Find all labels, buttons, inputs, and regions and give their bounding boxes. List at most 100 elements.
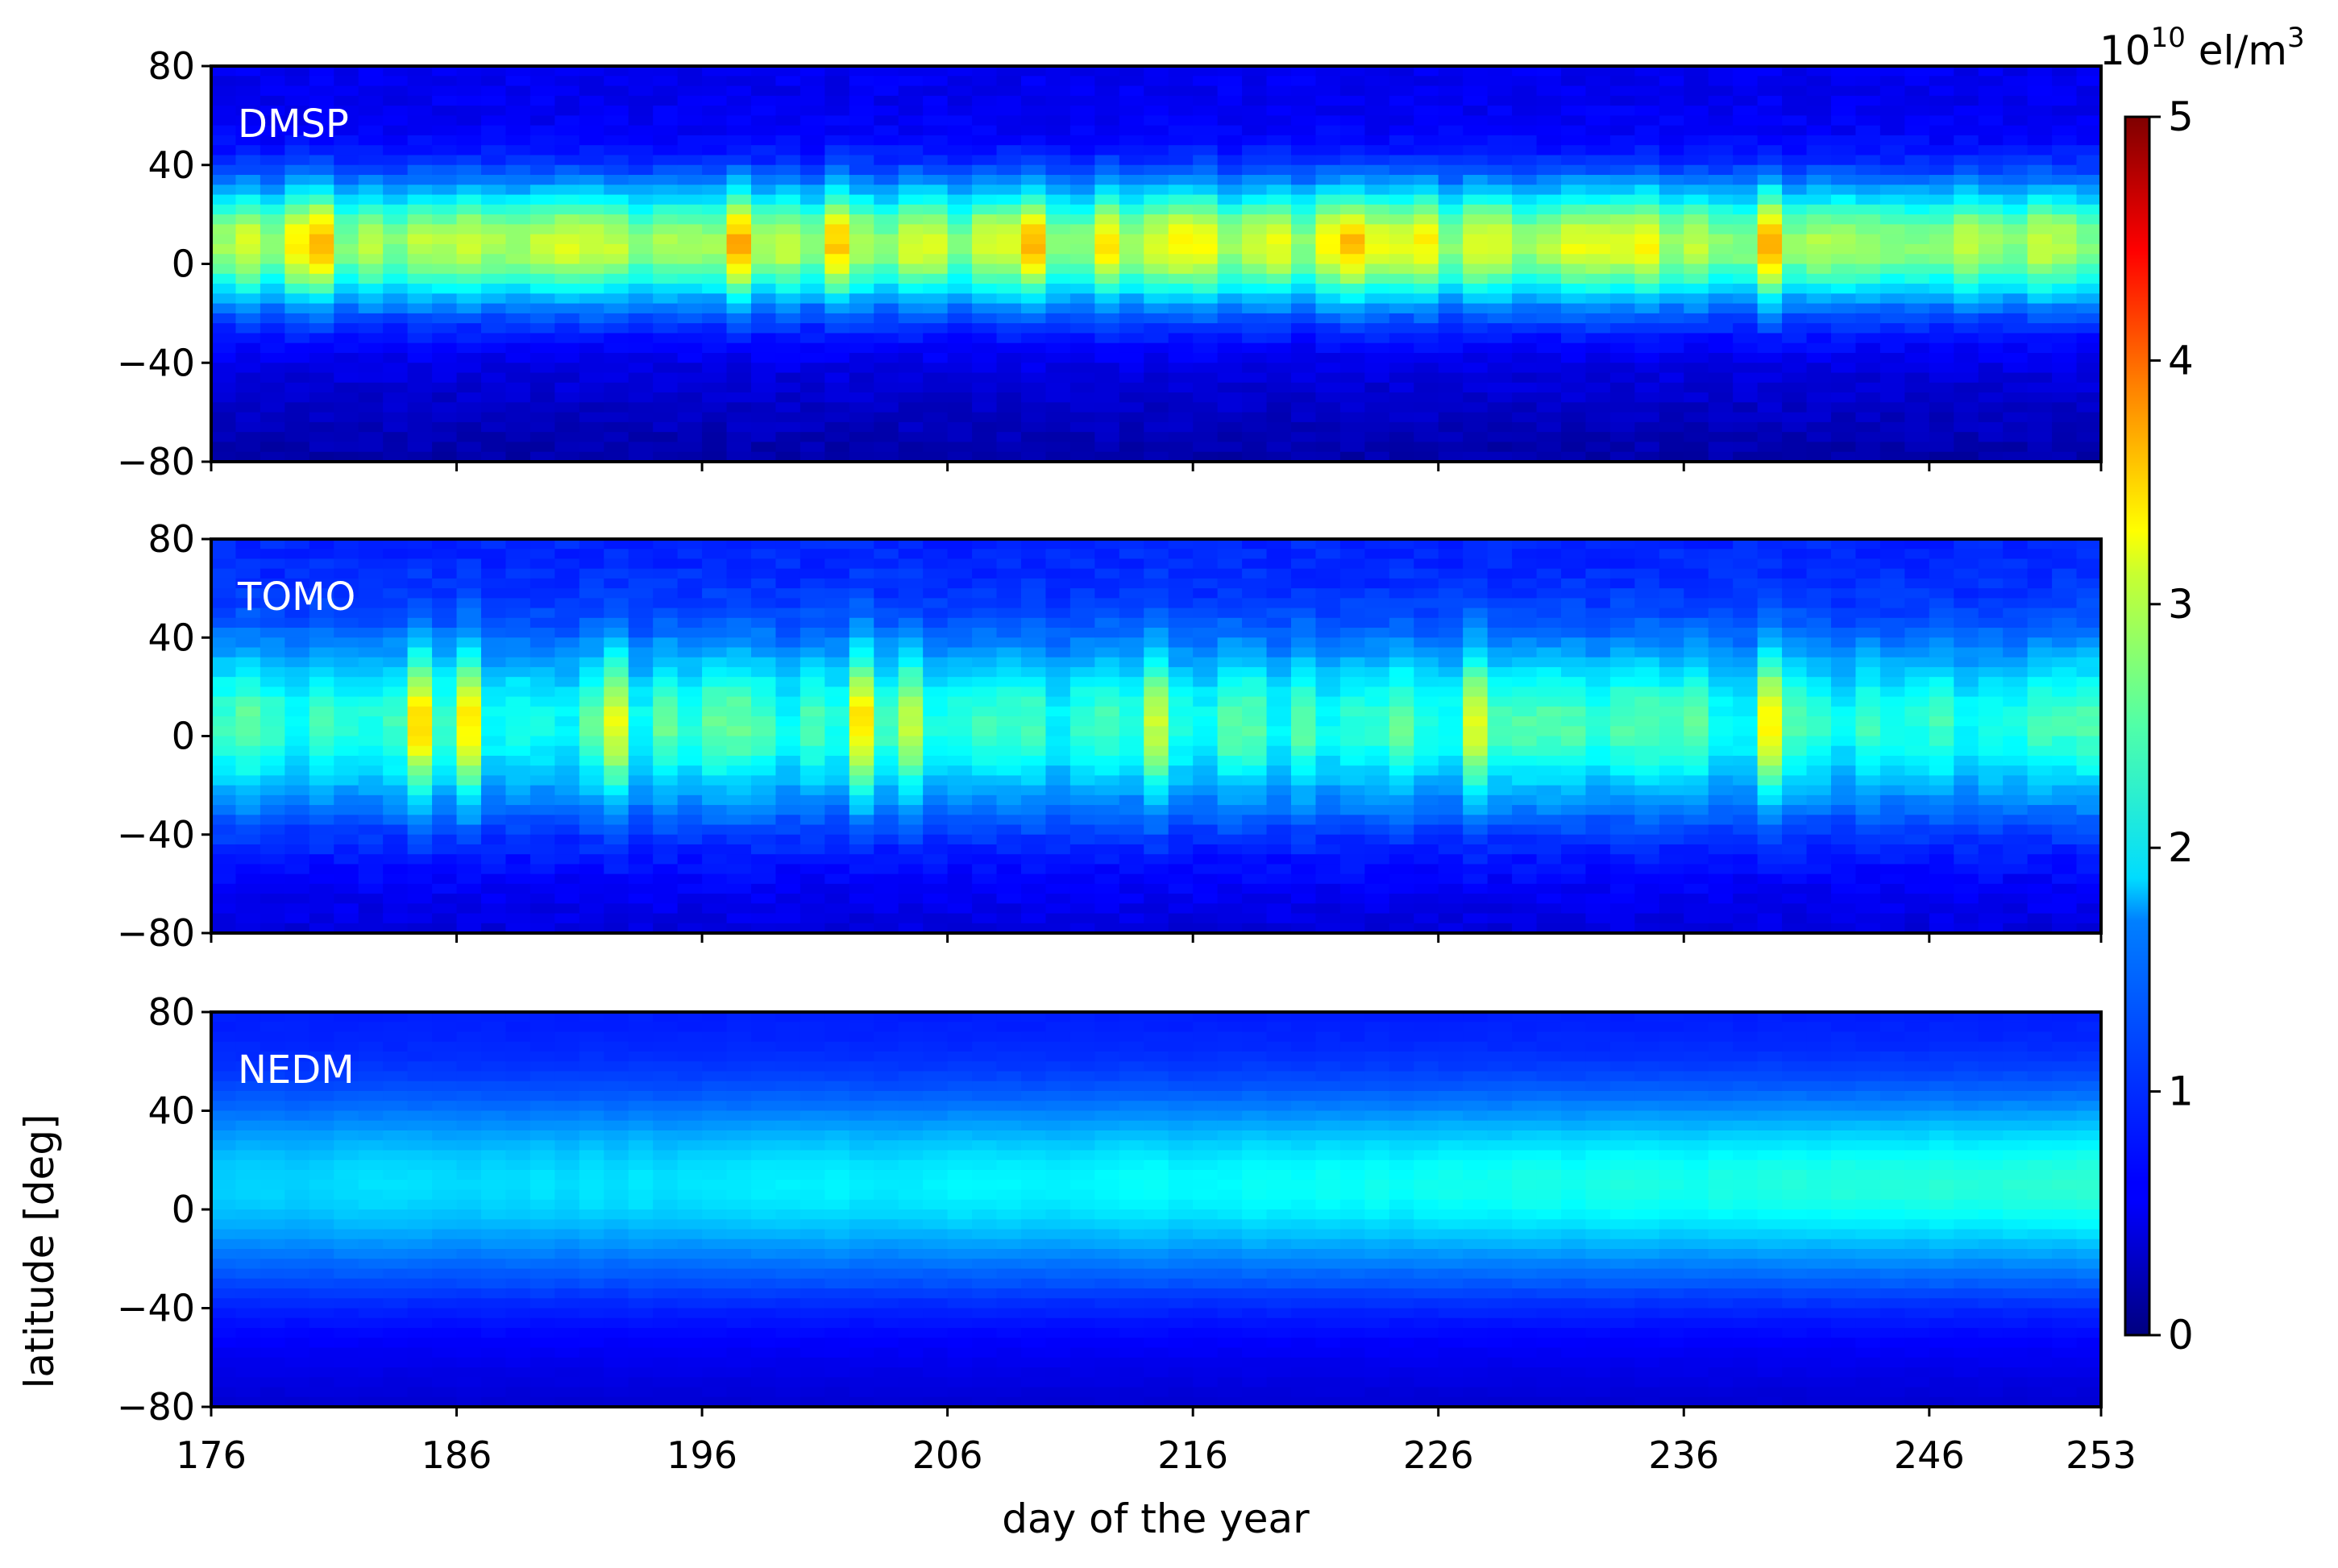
heatmap-cell <box>874 894 899 905</box>
heatmap-cell <box>874 333 899 344</box>
heatmap-cell <box>432 873 458 885</box>
heatmap-cell <box>1561 175 1587 186</box>
heatmap-cell <box>874 628 899 639</box>
heatmap-cell <box>1242 135 1268 147</box>
heatmap-cell <box>775 923 801 934</box>
heatmap-cell <box>1315 883 1341 894</box>
heatmap-cell <box>529 854 556 865</box>
heatmap-cell <box>432 323 458 334</box>
heatmap-cell <box>849 432 875 443</box>
heatmap-cell <box>211 608 237 619</box>
heatmap-cell <box>972 628 998 639</box>
heatmap-cell <box>1463 85 1489 97</box>
heatmap-cell <box>1266 687 1292 698</box>
heatmap-cell <box>702 647 728 658</box>
heatmap-cell <box>1144 254 1169 265</box>
heatmap-cell <box>898 164 924 176</box>
heatmap-cell <box>1364 125 1390 136</box>
heatmap-cell <box>432 913 458 924</box>
heatmap-cell <box>824 115 850 127</box>
heatmap-cell <box>972 637 998 649</box>
heatmap-cell <box>677 421 703 433</box>
heatmap-cell <box>505 815 531 826</box>
heatmap-cell <box>554 135 580 147</box>
heatmap-cell <box>1217 716 1243 728</box>
heatmap-cell <box>947 716 973 728</box>
heatmap-cell <box>1069 175 1096 186</box>
heatmap-cell <box>996 145 1022 156</box>
heatmap-cell <box>1609 214 1636 226</box>
heatmap-cell <box>1193 313 1219 324</box>
heatmap-cell <box>529 115 556 127</box>
heatmap-cell <box>284 775 310 786</box>
heatmap-cell <box>1094 85 1120 97</box>
heatmap-cell <box>309 372 335 384</box>
heatmap-cell <box>824 687 850 698</box>
heatmap-cell <box>824 164 850 176</box>
heatmap-cell <box>1094 263 1120 275</box>
heatmap-cell <box>456 657 482 668</box>
heatmap-cell <box>751 854 777 865</box>
heatmap-cell <box>1929 323 1955 334</box>
heatmap-cell <box>1438 333 1464 344</box>
heatmap-cell <box>1291 617 1317 628</box>
heatmap-cell <box>1659 313 1685 324</box>
heatmap-cell <box>456 372 482 384</box>
heatmap-cell <box>211 677 237 688</box>
heatmap-cell <box>432 85 458 97</box>
heatmap-cell <box>235 85 261 97</box>
heatmap-cell <box>874 568 899 579</box>
heatmap-cell <box>702 913 728 924</box>
heatmap-cell <box>358 392 384 404</box>
heatmap-cell <box>799 214 826 226</box>
heatmap-cell <box>284 815 310 826</box>
heatmap-cell <box>1168 726 1194 737</box>
heatmap-cell <box>1831 451 1857 463</box>
heatmap-cell <box>432 175 458 186</box>
heatmap-cell <box>898 352 924 364</box>
heatmap-cell <box>1193 284 1219 295</box>
heatmap-cell <box>923 588 949 599</box>
heatmap-cell <box>996 894 1022 905</box>
heatmap-cell <box>481 85 507 97</box>
heatmap-cell <box>1266 785 1292 796</box>
heatmap-cell <box>751 293 777 305</box>
heatmap-cell <box>309 442 335 453</box>
heatmap-cell <box>284 558 310 570</box>
heatmap-cell <box>407 628 433 639</box>
heatmap-cell <box>1168 745 1194 757</box>
heatmap-cell <box>1855 342 1881 354</box>
heatmap-cell <box>1487 303 1513 314</box>
heatmap-cell <box>1094 204 1120 215</box>
heatmap-cell <box>1217 706 1243 717</box>
heatmap-cell <box>579 293 605 305</box>
heatmap-cell <box>1069 628 1096 639</box>
heatmap-cell <box>1217 745 1243 757</box>
heatmap-cell <box>726 864 752 875</box>
heatmap-cell <box>1094 824 1120 836</box>
heatmap-cell <box>1929 263 1955 275</box>
heatmap-cell <box>456 293 482 305</box>
heatmap-cell <box>824 352 850 364</box>
heatmap-cell <box>235 372 261 384</box>
heatmap-cell <box>1094 923 1120 934</box>
heatmap-cell <box>726 363 752 374</box>
heatmap-cell <box>1463 451 1489 463</box>
heatmap-cell <box>432 677 458 688</box>
heatmap-cell <box>1659 194 1685 205</box>
heatmap-cell <box>604 657 629 668</box>
heatmap-cell <box>1144 273 1169 284</box>
heatmap-cell <box>1339 794 1366 806</box>
heatmap-cell <box>726 903 752 915</box>
heatmap-cell <box>1021 687 1047 698</box>
heatmap-cell <box>383 696 409 707</box>
heatmap-cell <box>1094 155 1120 166</box>
heatmap-cell <box>653 913 679 924</box>
heatmap-cell <box>923 923 949 934</box>
heatmap-cell <box>2003 76 2029 87</box>
heatmap-cell <box>1561 125 1587 136</box>
heatmap-cell <box>775 313 801 324</box>
heatmap-cell <box>407 539 433 550</box>
heatmap-cell <box>1536 273 1562 284</box>
